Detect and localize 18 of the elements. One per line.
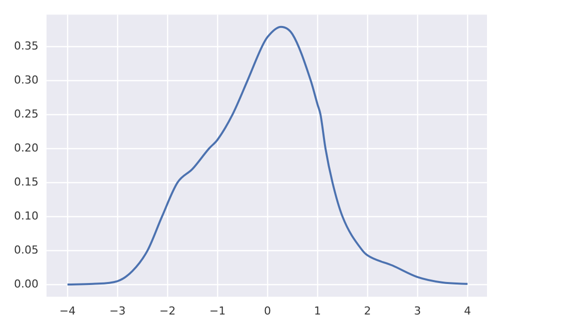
x-tick-label: 1 — [314, 304, 321, 318]
x-tick-label: −2 — [159, 304, 176, 318]
y-tick-label: 0.00 — [14, 277, 38, 290]
y-tick-label: 0.15 — [14, 175, 38, 188]
x-tick-label: −4 — [59, 304, 76, 318]
line-series — [66, 26, 468, 286]
x-tick-label: 0 — [264, 304, 271, 318]
y-tick-label: 0.25 — [14, 107, 38, 120]
x-tick-label: 4 — [464, 304, 471, 318]
y-tick-label: 0.05 — [14, 243, 38, 256]
y-tick-label: 0.35 — [14, 39, 38, 52]
x-tick-label: −3 — [109, 304, 126, 318]
x-tick-label: 2 — [364, 304, 371, 318]
y-tick-label: 0.20 — [14, 141, 38, 154]
y-tick-label: 0.10 — [14, 209, 38, 222]
y-tick-label: 0.30 — [14, 73, 38, 86]
x-tick-label: −1 — [209, 304, 226, 318]
x-tick-label: 3 — [414, 304, 421, 318]
